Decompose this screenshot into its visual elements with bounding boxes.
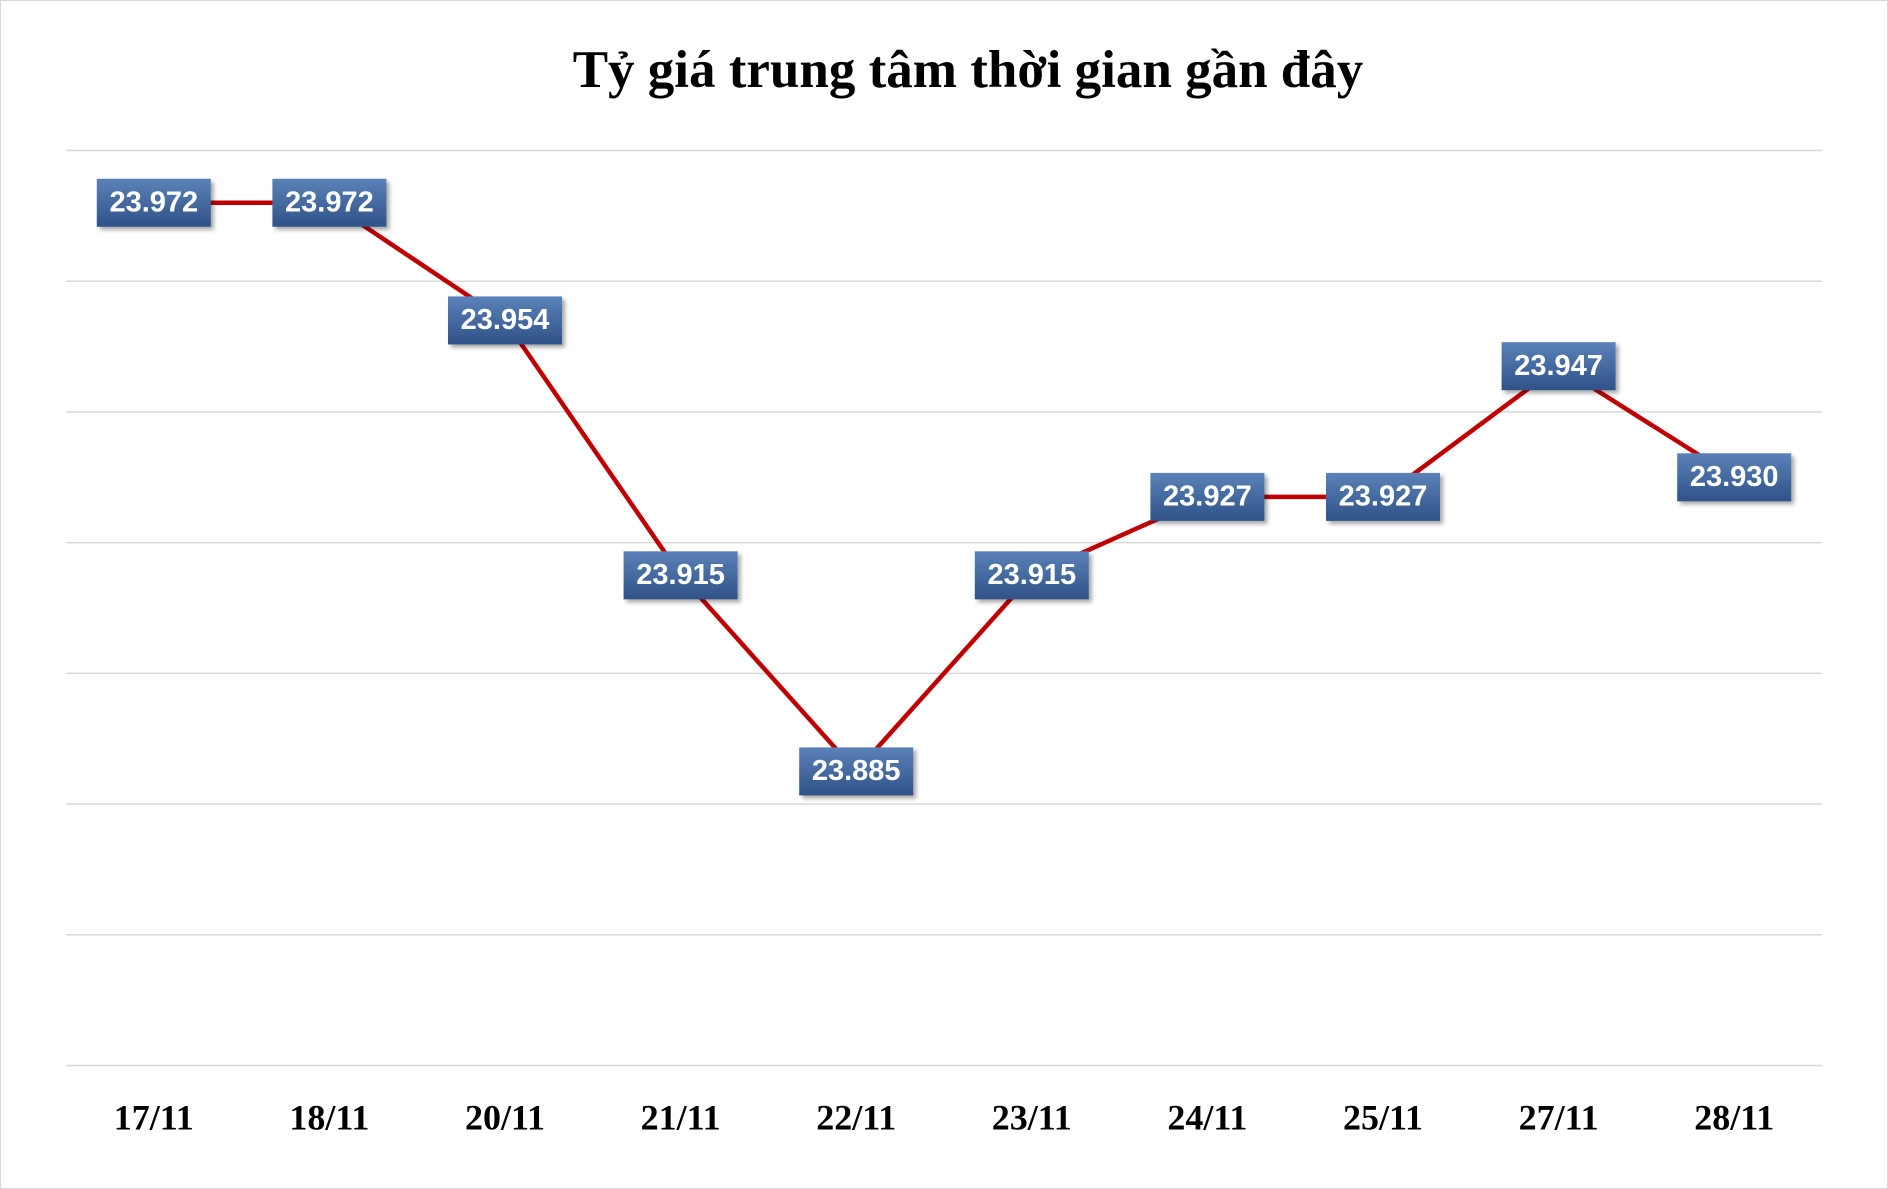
data-label-text: 23.885 bbox=[812, 755, 901, 787]
data-line bbox=[153, 200, 1736, 774]
data-label-box bbox=[1501, 342, 1616, 391]
data-label: 23.915 bbox=[623, 551, 738, 600]
data-label-text: 23.947 bbox=[1514, 350, 1603, 382]
x-tick-label: 23/11 bbox=[992, 1097, 1072, 1137]
x-tick-label: 27/11 bbox=[1519, 1097, 1599, 1137]
x-tick-label: 28/11 bbox=[1694, 1097, 1774, 1137]
data-label-box bbox=[272, 178, 387, 227]
data-label-box bbox=[448, 296, 562, 345]
data-label: 23.972 bbox=[96, 178, 211, 227]
data-label-text: 23.930 bbox=[1690, 461, 1779, 493]
data-label: 23.927 bbox=[1326, 472, 1440, 521]
x-tick-label: 24/11 bbox=[1167, 1097, 1247, 1137]
data-label-box bbox=[1150, 472, 1265, 521]
data-label-box bbox=[1677, 453, 1792, 502]
data-label-box bbox=[799, 747, 914, 796]
data-label-text: 23.972 bbox=[285, 186, 374, 218]
data-label: 23.885 bbox=[799, 747, 914, 796]
data-label-box bbox=[1326, 472, 1440, 521]
x-tick-label: 25/11 bbox=[1343, 1097, 1423, 1137]
data-label: 23.915 bbox=[974, 551, 1089, 600]
data-label-text: 23.927 bbox=[1163, 481, 1252, 513]
data-label: 23.930 bbox=[1677, 453, 1792, 502]
data-label: 23.954 bbox=[448, 296, 562, 345]
data-label-text: 23.915 bbox=[636, 559, 725, 591]
data-label-text: 23.972 bbox=[109, 186, 198, 218]
x-tick-label: 22/11 bbox=[816, 1097, 896, 1137]
x-tick-label: 20/11 bbox=[465, 1097, 545, 1137]
x-tick-label: 17/11 bbox=[114, 1097, 194, 1137]
x-tick-label: 18/11 bbox=[289, 1097, 369, 1137]
data-label: 23.947 bbox=[1501, 342, 1616, 391]
data-label-box bbox=[974, 551, 1089, 600]
data-label: 23.927 bbox=[1150, 472, 1265, 521]
data-label: 23.972 bbox=[272, 178, 387, 227]
data-label-box bbox=[623, 551, 738, 600]
chart-title: Tỷ giá trung tâm thời gian gần đây bbox=[573, 41, 1364, 99]
data-label-text: 23.915 bbox=[987, 559, 1076, 591]
data-label-box bbox=[96, 178, 211, 227]
data-label-text: 23.954 bbox=[461, 304, 550, 336]
data-label-text: 23.927 bbox=[1339, 481, 1428, 513]
x-tick-label: 21/11 bbox=[641, 1097, 721, 1137]
